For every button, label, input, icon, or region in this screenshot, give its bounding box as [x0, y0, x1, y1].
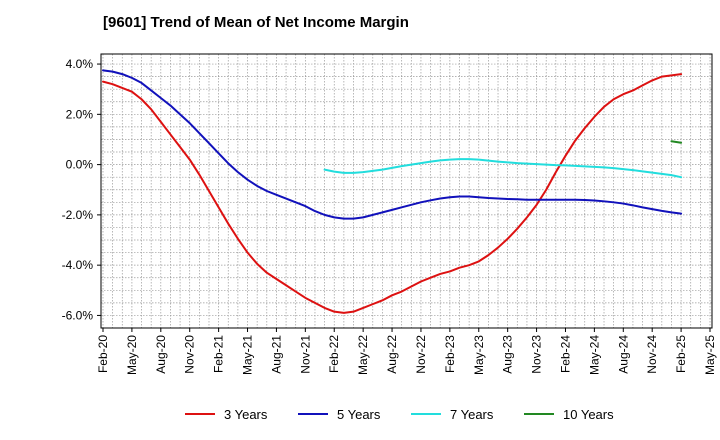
x-tick-label: May-24 [587, 335, 601, 375]
y-tick-label: 4.0% [66, 57, 94, 71]
x-tick-label: Feb-22 [327, 335, 341, 373]
x-tick-label: May-20 [125, 335, 139, 375]
x-tick-label: Nov-24 [645, 335, 659, 374]
plot-area [100, 53, 713, 329]
series-line-10-years [670, 140, 683, 144]
x-tick-label: Feb-21 [212, 335, 226, 373]
y-axis: 4.0% 2.0% 0.0% -2.0% -4.0% -6.0% [62, 57, 101, 322]
grid [101, 54, 712, 328]
x-tick-label: Aug-21 [269, 335, 283, 374]
legend-label: 7 Years [450, 407, 494, 422]
x-tick-label: May-25 [703, 335, 717, 375]
legend-label: 3 Years [224, 407, 268, 422]
x-tick-label: Nov-22 [414, 335, 428, 374]
y-tick-label: -6.0% [62, 308, 94, 322]
x-tick-label: Nov-23 [530, 335, 544, 374]
y-tick-label: 2.0% [66, 107, 94, 121]
series-line-3-years [102, 73, 683, 314]
x-tick-label: Aug-23 [501, 335, 515, 374]
x-tick-label: Nov-21 [298, 335, 312, 374]
series-layer [102, 69, 683, 314]
series-line-7-years [323, 158, 683, 179]
legend: 3 Years 5 Years 7 Years 10 Years [185, 407, 614, 422]
x-tick-label: Aug-24 [616, 335, 630, 374]
x-tick-label: Aug-20 [154, 335, 168, 374]
y-tick-label: -4.0% [62, 258, 94, 272]
legend-label: 10 Years [563, 407, 614, 422]
x-tick-label: May-23 [472, 335, 486, 375]
x-tick-label: Feb-23 [443, 335, 457, 373]
y-tick-label: -2.0% [62, 208, 94, 222]
y-tick-label: 0.0% [66, 158, 94, 172]
x-tick-label: May-22 [356, 335, 370, 375]
legend-label: 5 Years [337, 407, 381, 422]
x-tick-label: Feb-24 [558, 335, 572, 373]
x-tick-label: Aug-22 [385, 335, 399, 374]
x-tick-label: Feb-25 [674, 335, 688, 373]
x-tick-label: May-21 [241, 335, 255, 375]
chart-title: [9601] Trend of Mean of Net Income Margi… [103, 14, 409, 31]
x-tick-label: Nov-20 [183, 335, 197, 374]
x-axis: Feb-20 May-20 Aug-20 Nov-20 Feb-21 May-21 Aug-… [96, 328, 717, 375]
x-tick-label: Feb-20 [96, 335, 110, 373]
series-line-5-years [102, 69, 683, 220]
